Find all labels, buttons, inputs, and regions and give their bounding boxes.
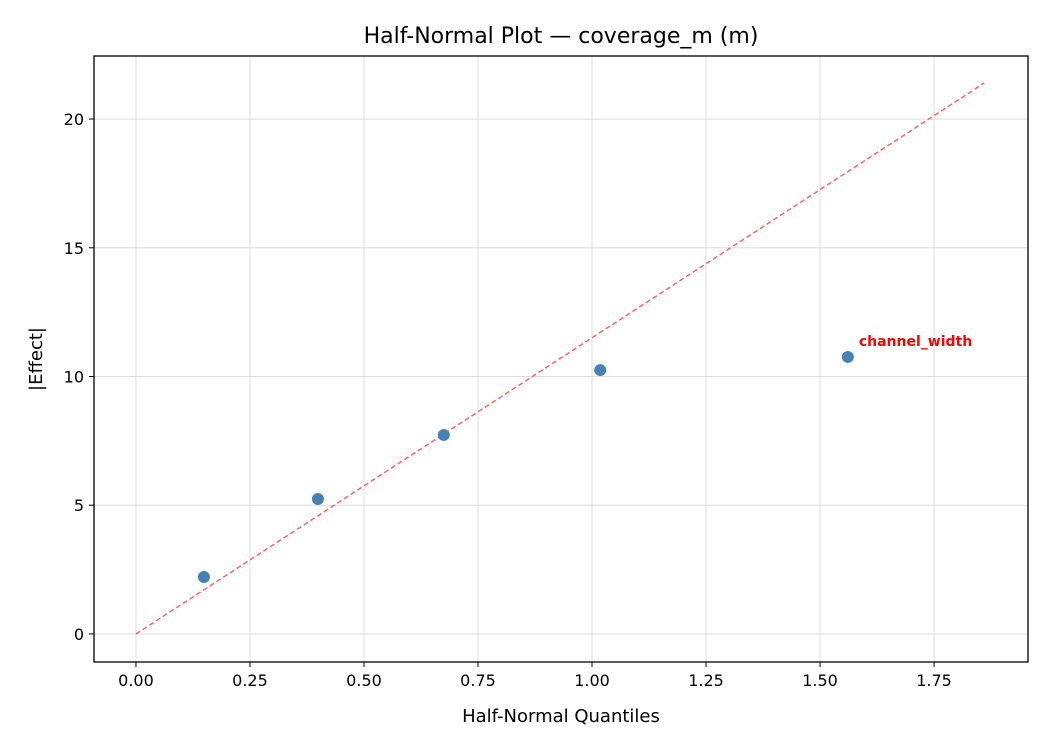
y-tick-label: 0 bbox=[74, 625, 84, 644]
y-tick-label: 15 bbox=[64, 239, 84, 258]
x-tick-label: 0.50 bbox=[346, 671, 382, 690]
reference-line-group bbox=[135, 82, 985, 635]
grid bbox=[94, 56, 1028, 662]
y-tick-label: 10 bbox=[64, 368, 84, 387]
point-annotation: channel_width bbox=[859, 334, 972, 350]
plot-frame bbox=[93, 55, 1029, 663]
y-tick-label: 5 bbox=[74, 496, 84, 515]
x-tick-label: 1.25 bbox=[688, 671, 724, 690]
y-axis-label: |Effect| bbox=[26, 327, 47, 391]
reference-line bbox=[135, 82, 985, 635]
x-axis-label: Half-Normal Quantiles bbox=[462, 706, 660, 727]
data-point bbox=[594, 364, 607, 377]
y-ticks: 0 5 10 15 20 bbox=[64, 110, 94, 644]
x-tick-label: 0.25 bbox=[232, 671, 268, 690]
x-tick-label: 1.00 bbox=[574, 671, 610, 690]
data-point bbox=[197, 571, 210, 584]
x-tick-label: 1.75 bbox=[916, 671, 952, 690]
y-tick-label: 20 bbox=[64, 110, 84, 129]
points: channel_width bbox=[197, 334, 972, 584]
x-ticks: 0.00 0.25 0.50 0.75 1.00 1.25 1.50 1.75 bbox=[118, 662, 952, 690]
chart-title: Half-Normal Plot — coverage_m (m) bbox=[364, 24, 759, 49]
x-tick-label: 1.50 bbox=[802, 671, 838, 690]
data-point bbox=[841, 350, 854, 363]
x-tick-label: 0.75 bbox=[460, 671, 496, 690]
data-point bbox=[437, 428, 450, 441]
data-point bbox=[311, 493, 324, 506]
x-tick-label: 0.00 bbox=[118, 671, 154, 690]
